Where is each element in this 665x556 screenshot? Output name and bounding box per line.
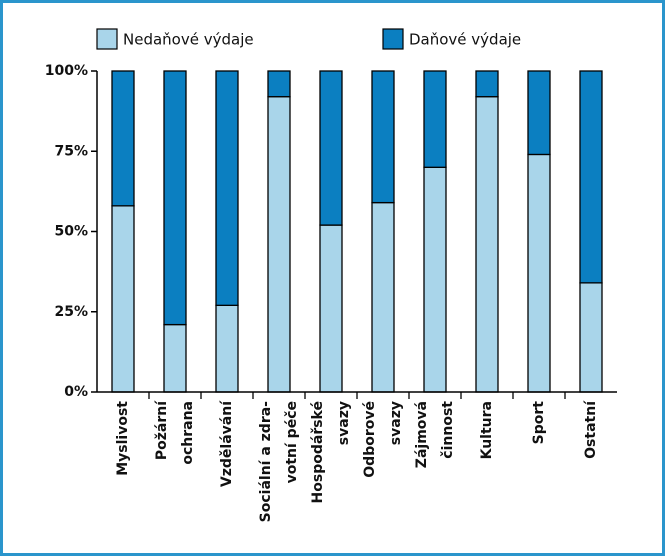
bar-segment (371, 70, 395, 204)
bar-segment (527, 70, 551, 156)
x-tick-label: Sport (531, 401, 547, 445)
x-tick-label: činnost (440, 401, 456, 459)
bar-segment (423, 166, 447, 393)
bar-segment (319, 70, 343, 226)
bar-segment (111, 205, 135, 393)
y-tick-label: 50% (54, 224, 88, 240)
legend-label: Daňové výdaje (409, 31, 521, 49)
bar-segment (267, 70, 291, 98)
bar-segment (267, 96, 291, 393)
bar-segment (319, 224, 343, 393)
bar-segment (163, 70, 187, 326)
y-tick-label: 25% (54, 304, 88, 320)
x-tick-label: svazy (388, 401, 404, 445)
bar-segment (475, 70, 499, 98)
bar-segment (371, 201, 395, 393)
x-tick-label: Kultura (479, 401, 495, 459)
bar-segment (475, 96, 499, 393)
x-tick-label: Myslivost (115, 401, 131, 476)
x-tick-label: Hospodářské (310, 401, 326, 503)
bar-segment (215, 304, 239, 393)
y-tick-label: 0% (64, 384, 88, 400)
x-tick-label: Sociální a zdra- (258, 401, 274, 523)
legend-swatch (382, 28, 404, 50)
bar-segment (163, 323, 187, 393)
legend-swatch (96, 28, 118, 50)
legend-label: Nedaňové výdaje (123, 31, 254, 49)
x-tick-label: ochrana (180, 401, 196, 465)
x-tick-label: svazy (336, 401, 352, 445)
y-tick-label: 100% (45, 63, 88, 79)
bar-segment (579, 70, 603, 284)
x-tick-label: votní péče (284, 401, 300, 483)
bar-segment (215, 70, 239, 306)
x-tick-label: Odborové (362, 401, 378, 478)
bar-segment (579, 282, 603, 393)
y-tick-label: 75% (54, 143, 88, 159)
x-tick-label: Zájmová (414, 401, 430, 468)
bar-segment (423, 70, 447, 168)
x-tick-label: Vzdělávání (219, 400, 235, 487)
x-tick-label: Ostatní (583, 400, 599, 459)
x-tick-label: Požární (154, 400, 170, 460)
bar-segment (111, 70, 135, 207)
bar-segment (527, 153, 551, 393)
